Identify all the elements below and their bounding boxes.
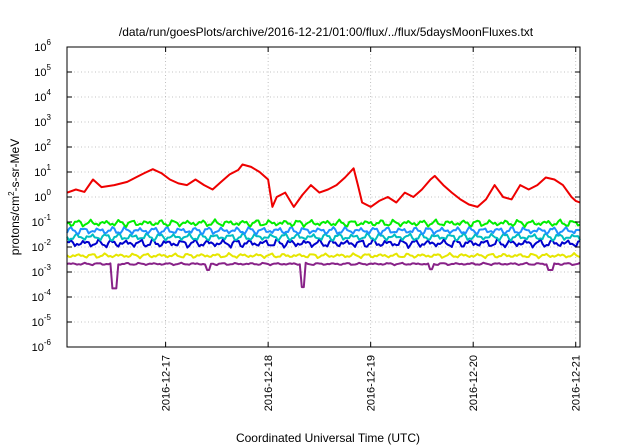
y-axis: 10610510410310210110010-110-210-310-410-… [32, 38, 580, 354]
y-tick-exp: 6 [47, 38, 52, 47]
y-tick-label: 101 [34, 163, 51, 179]
y-tick-base: 10 [32, 267, 44, 279]
y-tick-label: 102 [34, 138, 51, 154]
series-line-5 [66, 237, 581, 249]
y-tick-exp: 3 [47, 113, 52, 122]
series-line-4 [66, 232, 581, 242]
y-tick-label: 10-4 [32, 288, 52, 304]
y-tick-exp: 2 [47, 138, 52, 147]
y-tick-exp: -3 [44, 263, 52, 272]
y-tick-label: 100 [34, 188, 51, 204]
y-tick-base: 10 [32, 317, 44, 329]
y-tick-exp: 1 [47, 163, 52, 172]
y-tick-exp: -1 [44, 213, 52, 222]
y-tick-exp: -6 [44, 338, 52, 347]
series-line-3 [66, 225, 581, 236]
y-tick-exp: 0 [47, 188, 52, 197]
y-tick-label: 104 [34, 88, 51, 104]
y-tick-label: 106 [34, 38, 51, 54]
y-tick-base: 10 [34, 117, 46, 129]
chart-title: /data/run/goesPlots/archive/2016-12-21/0… [119, 25, 534, 39]
y-tick-base: 10 [34, 42, 46, 54]
y-tick-base: 10 [34, 67, 46, 79]
y-tick-exp: 4 [47, 88, 52, 97]
y-tick-base: 10 [32, 292, 44, 304]
y-tick-exp: -5 [44, 313, 52, 322]
y-tick-exp: 5 [47, 63, 52, 72]
y-axis-label: protons/cm2-s-sr-MeV [7, 139, 22, 255]
series-line-7 [66, 261, 581, 290]
series-line-1 [67, 163, 581, 208]
x-axis: 2016-12-17 2016-12-18 2016-12-19 2016-12-20… [161, 47, 583, 411]
series-line-6 [66, 252, 581, 260]
y-axis-label-sup: 2 [7, 191, 16, 196]
y-tick-base: 10 [32, 242, 44, 254]
y-axis-label-rest: -s-sr-MeV [8, 139, 22, 192]
y-tick-base: 10 [34, 167, 46, 179]
y-tick-label: 105 [34, 63, 51, 79]
y-tick-base: 10 [32, 342, 44, 354]
series-line-2 [66, 218, 581, 228]
y-tick-label: 10-6 [32, 338, 52, 354]
x-tick-label: 2016-12-19 [366, 355, 378, 411]
x-tick-label: 2016-12-20 [468, 355, 480, 411]
y-tick-label: 10-5 [32, 313, 52, 329]
x-tick-label: 2016-12-18 [263, 355, 275, 411]
series-layer [66, 163, 581, 290]
y-tick-base: 10 [34, 192, 46, 204]
x-tick-label: 2016-12-21 [571, 355, 583, 411]
y-tick-label: 10-2 [32, 238, 52, 254]
y-axis-label-main: protons/cm [8, 196, 22, 255]
y-tick-label: 103 [34, 113, 51, 129]
y-tick-base: 10 [34, 92, 46, 104]
y-tick-base: 10 [32, 217, 44, 229]
x-tick-label: 2016-12-17 [161, 355, 173, 411]
y-tick-exp: -4 [44, 288, 52, 297]
y-tick-exp: -2 [44, 238, 52, 247]
y-tick-label: 10-3 [32, 263, 52, 279]
x-axis-label: Coordinated Universal Time (UTC) [236, 431, 420, 445]
y-tick-base: 10 [34, 142, 46, 154]
y-tick-label: 10-1 [32, 213, 52, 229]
